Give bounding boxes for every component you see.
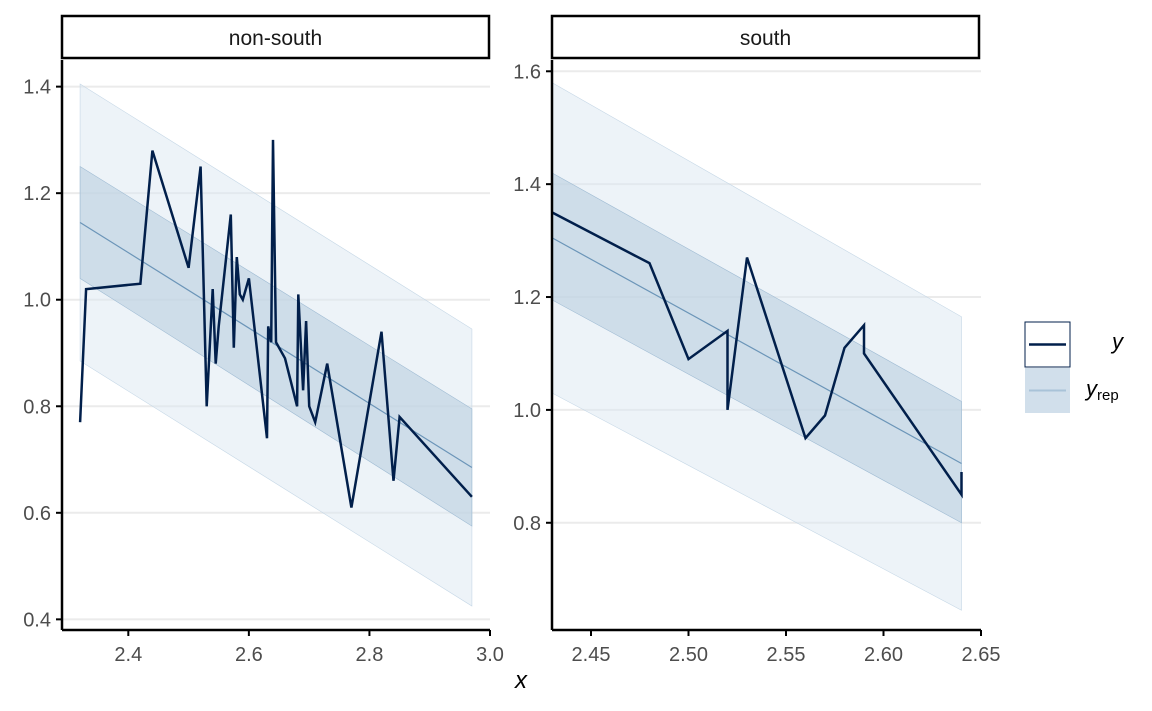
- y-tick-label: 1.6: [513, 61, 541, 83]
- x-tick-label: 2.4: [114, 644, 142, 666]
- x-tick-label: 2.65: [962, 644, 1001, 666]
- y-tick-label: 0.8: [513, 513, 541, 535]
- marks-south: [551, 82, 963, 611]
- yrep-median-line: [79, 221, 473, 469]
- y-tick-label: 1.2: [513, 287, 541, 309]
- y-tick-label: 1.0: [513, 400, 541, 422]
- legend-label-yrep-main: y: [1084, 376, 1099, 401]
- x-tick-label: 2.6: [235, 644, 263, 666]
- y-tick-label: 1.0: [23, 290, 51, 312]
- y-tick-label: 0.6: [23, 503, 51, 525]
- ticks-south: 2.45 2.50 2.55 2.60 2.65 0.8 1.0 1.2 1.4 1.6: [513, 61, 1000, 666]
- legend-label-yrep-sub: rep: [1097, 387, 1119, 404]
- legend: y yrep: [1024, 321, 1125, 413]
- marks-non-south: [78, 83, 473, 607]
- yrep-median-line: [551, 237, 962, 465]
- x-axis-title: x: [514, 667, 528, 694]
- yrep-inner-band: [79, 166, 473, 527]
- y-tick-label: 1.4: [23, 77, 51, 99]
- legend-label-y: y: [1110, 329, 1125, 354]
- x-tick-label: 2.60: [864, 644, 903, 666]
- strip-south: [550, 14, 981, 60]
- panel-south: south 2.45 2.50 2.55 2.60 2.65 0.8 1.0 1.2 1.4 1.…: [513, 14, 1000, 666]
- y-observed-line: [551, 211, 963, 499]
- strip-label-south: south: [740, 27, 791, 50]
- x-tick-label: 2.55: [767, 644, 806, 666]
- y-tick-label: 1.2: [23, 183, 51, 205]
- ticks-non-south: 2.4 2.6 2.8 3.0 0.4 0.6 0.8 1.0 1.2 1.4: [23, 77, 504, 666]
- legend-label-yrep: yrep: [1084, 376, 1119, 404]
- y-tick-label: 0.4: [23, 609, 51, 631]
- y-tick-label: 1.4: [513, 174, 541, 196]
- y-tick-label: 0.8: [23, 396, 51, 418]
- panel-non-south: non-south 2.4 2.6 2.8 3.0 0.4 0.6 0.8 1.0 1.2 1.4: [23, 14, 504, 666]
- strip-non-south: [60, 14, 491, 60]
- strip-label-non-south: non-south: [229, 27, 322, 50]
- x-tick-label: 2.50: [669, 644, 708, 666]
- x-tick-label: 3.0: [476, 644, 504, 666]
- x-tick-label: 2.45: [572, 644, 611, 666]
- y-observed-line: [78, 139, 473, 508]
- x-tick-label: 2.8: [356, 644, 384, 666]
